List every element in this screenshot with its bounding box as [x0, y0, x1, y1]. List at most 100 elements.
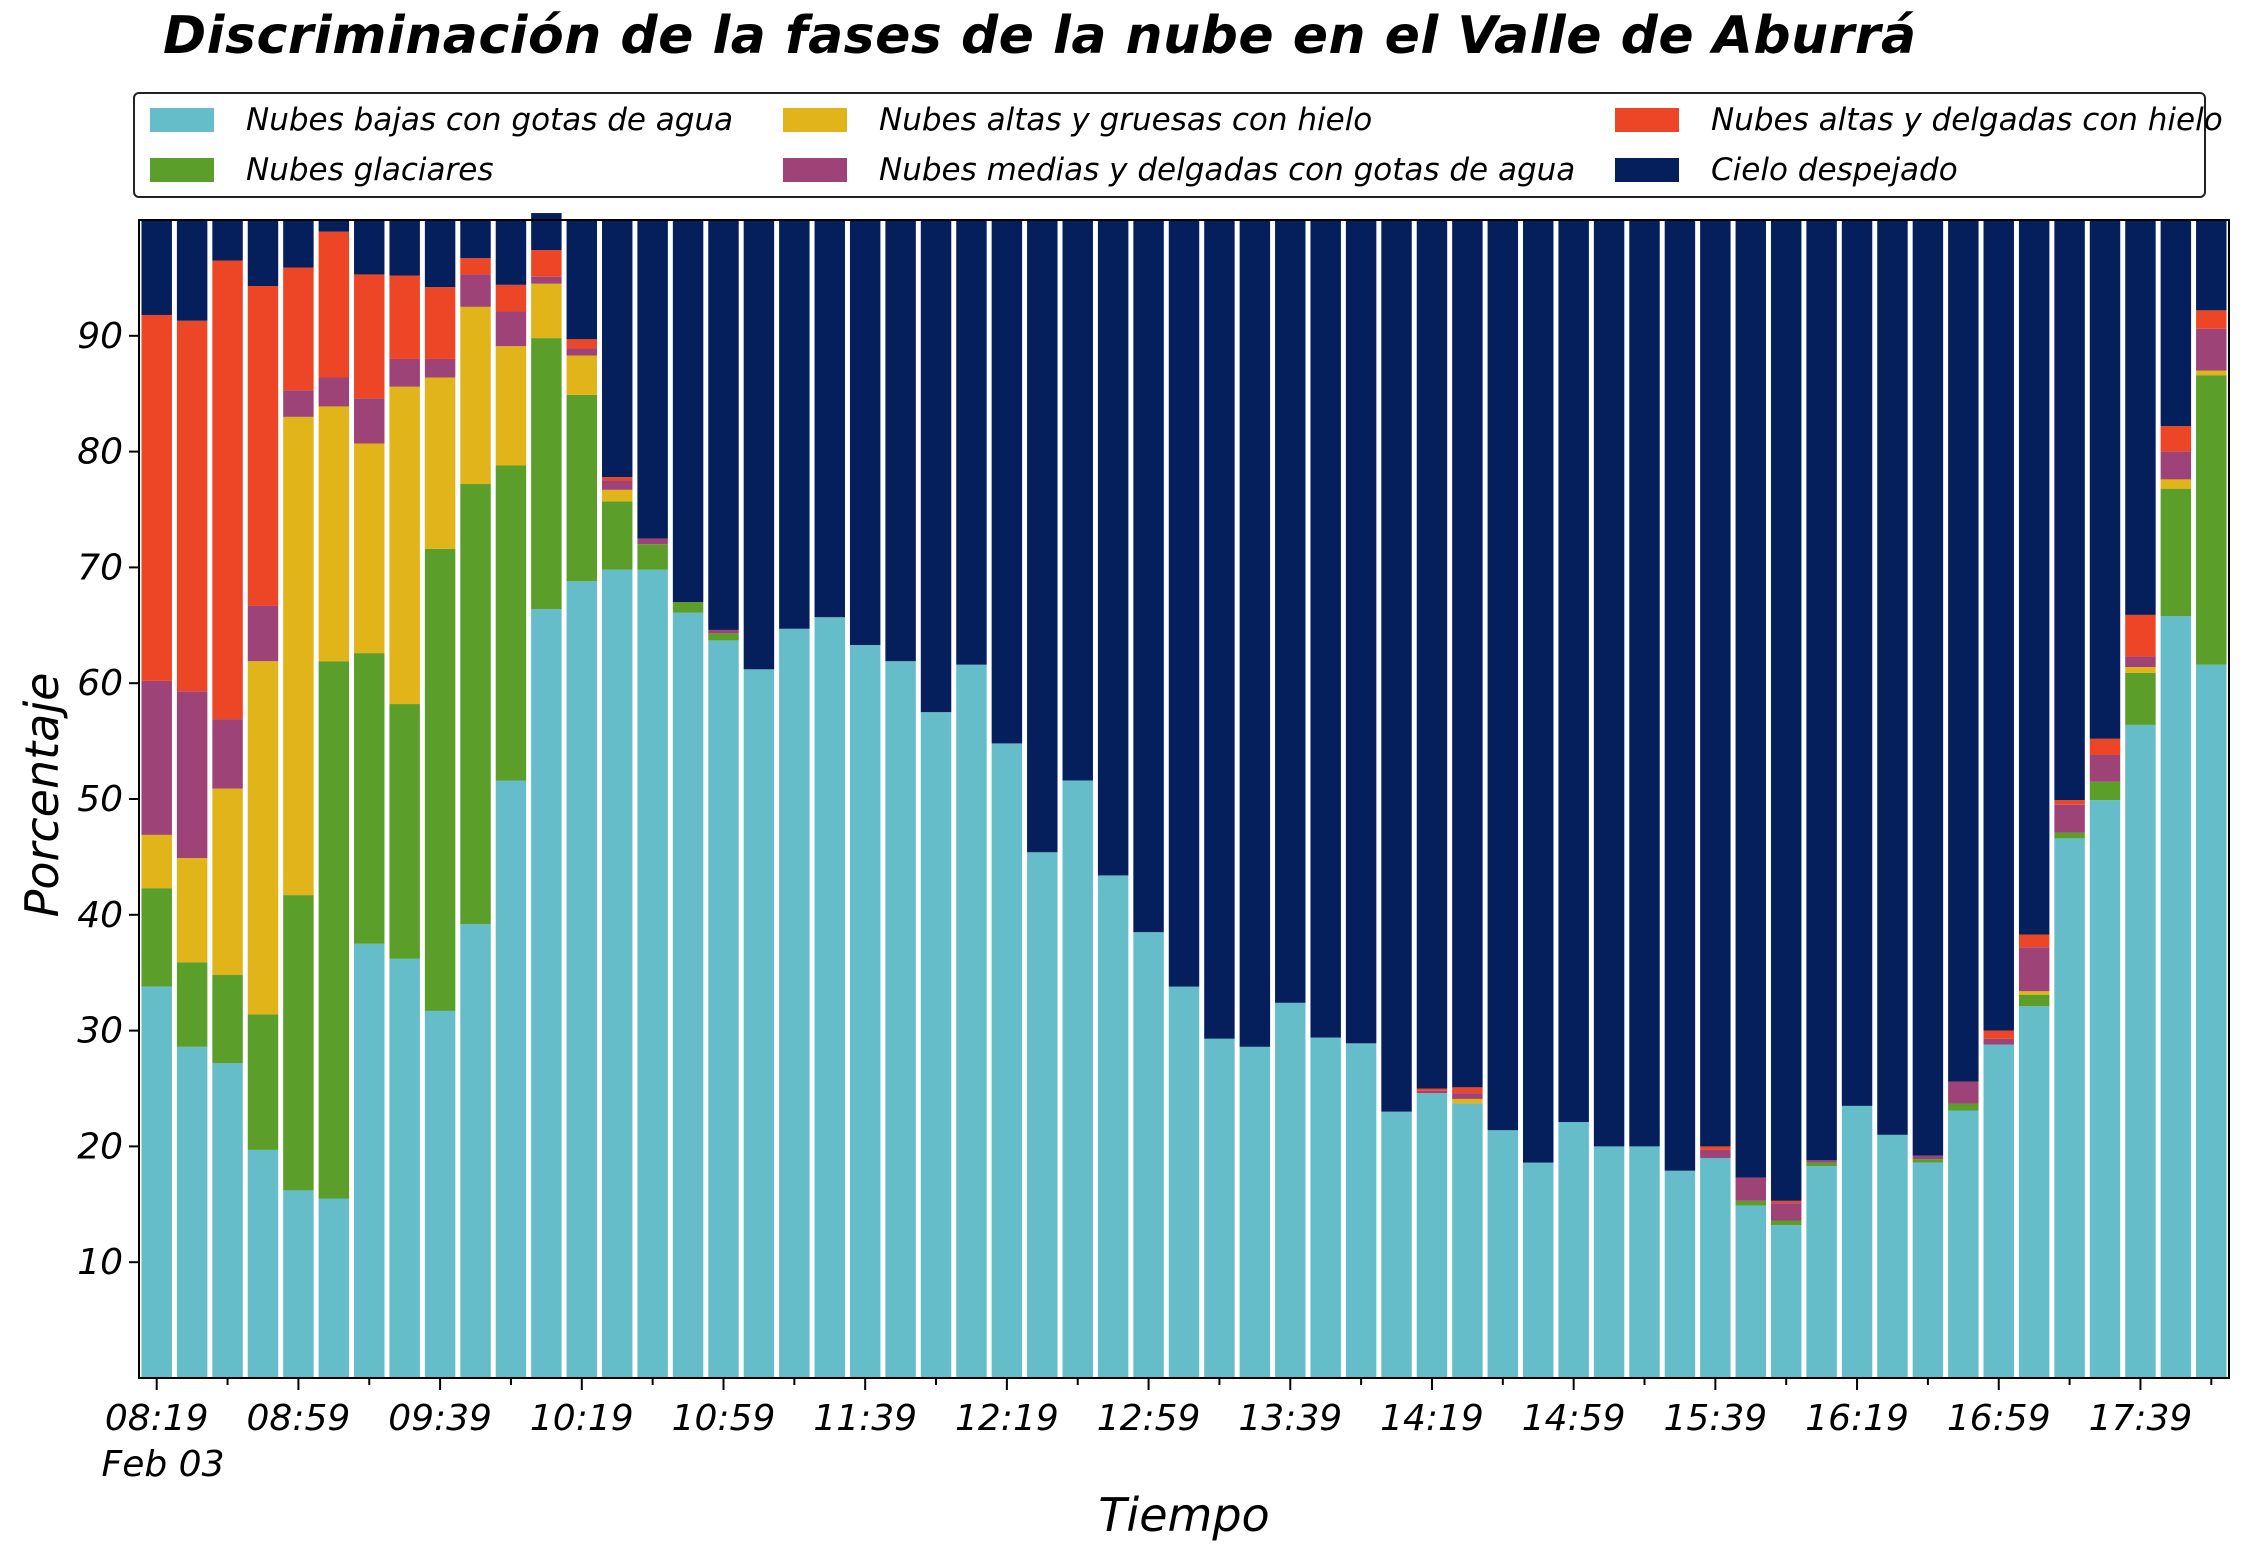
bar-segment-0-48: [1841, 1105, 1873, 1378]
bar-segment-3-44: [1700, 1149, 1731, 1158]
bar-segment-0-21: [885, 661, 916, 1378]
bar-segment-0-0: [141, 986, 172, 1378]
x-tick-label: 14:19: [1380, 1398, 1484, 1439]
bar-segment-3-16: [708, 629, 739, 634]
bar-segment-0-18: [779, 628, 810, 1378]
bar-segment-2-12: [566, 355, 598, 395]
legend-label: Nubes altas y gruesas con hielo: [879, 102, 1373, 138]
bar-segment-5-16: [708, 220, 739, 630]
bar-segment-4-8: [424, 287, 456, 359]
legend-swatch: [150, 158, 214, 182]
bar-segment-4-9: [460, 258, 491, 275]
bar-segment-3-3: [247, 605, 279, 662]
bar-segment-2-57: [2160, 479, 2192, 489]
bar-segment-1-46: [1770, 1220, 1802, 1226]
bar-segment-5-35: [1381, 220, 1412, 1112]
bar-segment-1-0: [141, 888, 172, 987]
bar-segment-1-1: [176, 962, 208, 1047]
bar-segment-4-0: [141, 314, 172, 681]
bar-segment-1-9: [460, 484, 491, 925]
bar-segment-3-5: [318, 377, 350, 407]
bar-segment-5-7: [389, 220, 420, 276]
bar-segment-4-46: [1770, 1200, 1802, 1204]
bar-segment-5-51: [1948, 220, 1979, 1082]
bar-segment-2-10: [495, 346, 527, 466]
y-tick-label: 30: [77, 1011, 123, 1052]
y-tick-label: 40: [77, 895, 123, 936]
x-tick-label: 12:59: [1097, 1398, 1201, 1439]
bar-segment-0-33: [1310, 1037, 1341, 1378]
legend-label: Cielo despejado: [1711, 152, 1958, 188]
x-date-label: Feb 03: [102, 1444, 225, 1485]
bar-segment-0-52: [1983, 1044, 2014, 1378]
bar-segment-5-12: [566, 220, 598, 340]
bar-segment-0-24: [991, 743, 1023, 1378]
bar-segment-0-46: [1770, 1225, 1802, 1378]
bar-segment-5-6: [354, 220, 385, 275]
bar-segment-1-7: [389, 704, 420, 959]
bar-segment-2-11: [531, 283, 562, 339]
bar-segment-2-6: [354, 443, 385, 654]
bar-segment-2-5: [318, 406, 350, 662]
bar-segment-4-3: [247, 286, 279, 606]
bar-segment-5-30: [1204, 220, 1235, 1039]
y-axis-label: Porcentaje: [15, 673, 69, 918]
bar-segment-5-10: [495, 220, 527, 285]
bar-segment-1-15: [672, 602, 704, 613]
bar-segment-5-26: [1062, 220, 1093, 781]
bar-segment-0-45: [1735, 1205, 1767, 1378]
bar-segment-1-5: [318, 661, 350, 1199]
bar-segment-4-44: [1700, 1146, 1731, 1150]
x-tick-label: 17:39: [2089, 1398, 2193, 1439]
bar-segment-5-5: [318, 220, 350, 232]
bar-segment-5-37: [1452, 220, 1483, 1088]
bar-segment-0-19: [814, 617, 845, 1378]
bar-segment-3-1: [176, 691, 208, 859]
bar-segment-5-58: [2196, 220, 2227, 311]
bar-segment-1-4: [283, 895, 314, 1191]
bar-segment-0-39: [1523, 1162, 1554, 1378]
bar-segment-5-43: [1664, 220, 1696, 1171]
y-tick-label: 50: [77, 779, 123, 820]
bar-segment-1-12: [566, 394, 598, 582]
bar-segment-5-23: [956, 220, 987, 665]
bar-segment-5-14: [637, 220, 668, 539]
bar-segment-0-49: [1877, 1134, 1908, 1378]
bar-segment-3-4: [283, 390, 314, 417]
bar-segment-1-54: [2054, 832, 2085, 839]
bar-segment-3-11: [531, 276, 562, 284]
bar-segment-5-28: [1133, 220, 1164, 933]
bar-segment-5-50: [1912, 220, 1944, 1156]
bar-segment-5-38: [1487, 220, 1519, 1131]
bar-segment-4-56: [2125, 614, 2156, 657]
bar-segment-0-29: [1168, 986, 1200, 1378]
bar-segment-1-10: [495, 465, 527, 781]
bar-segment-1-3: [247, 1014, 279, 1150]
y-tick-label: 10: [77, 1242, 123, 1283]
bar-segment-1-56: [2125, 672, 2156, 725]
bar-segment-4-6: [354, 274, 385, 399]
bar-segment-0-36: [1416, 1093, 1448, 1378]
bar-segment-1-6: [354, 653, 385, 944]
x-tick-label: 16:59: [1947, 1398, 2051, 1439]
bar-segment-5-42: [1629, 220, 1660, 1147]
bar-segment-5-36: [1416, 220, 1448, 1089]
bar-segment-5-2: [212, 220, 243, 261]
bar-segment-2-7: [389, 386, 420, 705]
bar-segment-5-55: [2089, 220, 2121, 739]
bar-segment-4-2: [212, 260, 243, 720]
bar-segment-0-27: [1097, 875, 1129, 1378]
bar-segment-3-12: [566, 348, 598, 356]
bar-segment-4-5: [318, 231, 350, 378]
bar-segment-0-28: [1133, 932, 1164, 1378]
bar-segment-4-10: [495, 284, 527, 312]
bar-segment-3-14: [637, 538, 668, 545]
bar-segment-3-52: [1983, 1038, 2014, 1045]
legend-item-mid-thin-water: Nubes medias y delgadas con gotas de agu…: [783, 150, 1575, 190]
bar-segment-5-54: [2054, 220, 2085, 801]
bar-segment-5-19: [814, 220, 845, 618]
x-tick-label: 16:19: [1805, 1398, 1909, 1439]
bar-segment-3-53: [2018, 947, 2050, 992]
bar-segment-2-13: [601, 489, 633, 502]
bar-segment-0-22: [920, 712, 952, 1378]
